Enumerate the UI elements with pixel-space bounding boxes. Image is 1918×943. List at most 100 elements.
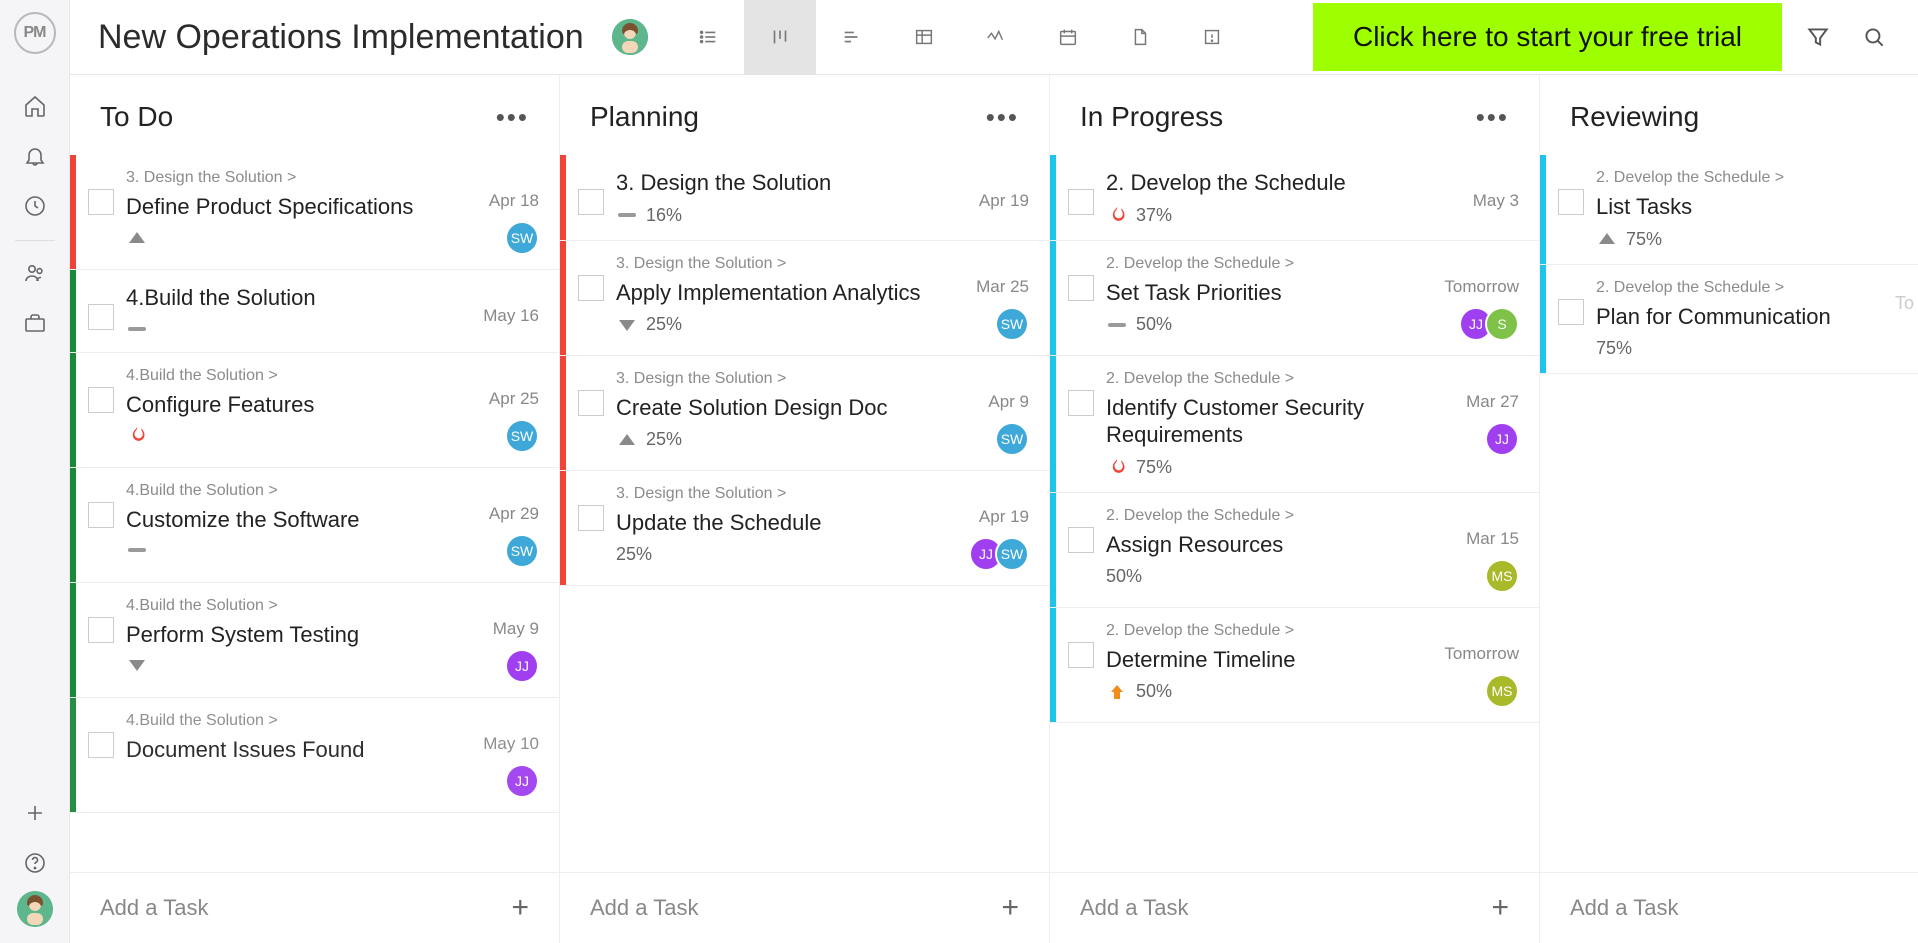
assignee-avatar[interactable]: MS xyxy=(1485,674,1519,708)
task-card[interactable]: 2. Develop the Schedule > Set Task Prior… xyxy=(1050,240,1539,356)
assignee-list: JJ xyxy=(505,764,539,798)
task-checkbox[interactable] xyxy=(1558,299,1584,325)
assignee-avatar[interactable]: SW xyxy=(505,534,539,568)
assignee-avatar[interactable]: JJ xyxy=(1485,422,1519,456)
column-menu-icon[interactable]: ••• xyxy=(986,111,1019,124)
task-checkbox[interactable] xyxy=(1068,275,1094,301)
card-stripe xyxy=(1540,265,1546,374)
task-card[interactable]: 4.Build the Solution > Configure Feature… xyxy=(70,352,559,468)
task-checkbox[interactable] xyxy=(88,387,114,413)
view-file-icon[interactable] xyxy=(1104,0,1176,75)
home-icon[interactable] xyxy=(13,84,57,128)
view-workload-icon[interactable] xyxy=(960,0,1032,75)
task-checkbox[interactable] xyxy=(578,505,604,531)
add-task-button[interactable]: Add a Task+ xyxy=(1540,872,1918,943)
user-avatar[interactable] xyxy=(17,891,53,927)
card-breadcrumb: 4.Build the Solution > xyxy=(126,597,439,615)
task-checkbox[interactable] xyxy=(578,275,604,301)
card-side: Mar 27 JJ xyxy=(1431,370,1519,456)
assignee-avatar[interactable]: SW xyxy=(505,419,539,453)
card-footer xyxy=(126,229,439,247)
assignee-avatar[interactable]: S xyxy=(1485,307,1519,341)
due-date: Apr 25 xyxy=(489,389,539,409)
help-icon[interactable] xyxy=(13,841,57,885)
add-task-label: Add a Task xyxy=(1080,895,1188,921)
assignee-avatar[interactable]: SW xyxy=(505,221,539,255)
assignee-avatar[interactable]: SW xyxy=(995,422,1029,456)
task-checkbox[interactable] xyxy=(1068,189,1094,215)
search-icon[interactable] xyxy=(1854,17,1894,57)
assignee-avatar[interactable]: JJ xyxy=(505,764,539,798)
card-stripe xyxy=(70,155,76,269)
task-card[interactable]: 4.Build the Solution > Perform System Te… xyxy=(70,582,559,698)
card-stripe xyxy=(560,356,566,470)
progress-percent: 50% xyxy=(1106,566,1142,587)
add-task-button[interactable]: Add a Task+ xyxy=(1050,872,1539,943)
view-gantt-icon[interactable] xyxy=(816,0,888,75)
view-list-icon[interactable] xyxy=(672,0,744,75)
view-calendar-icon[interactable] xyxy=(1032,0,1104,75)
column-menu-icon[interactable]: ••• xyxy=(496,111,529,124)
task-card[interactable]: 3. Design the Solution > Define Product … xyxy=(70,155,559,270)
card-side: Apr 18 SW xyxy=(451,169,539,255)
assignee-avatar[interactable]: SW xyxy=(995,307,1029,341)
trial-cta-button[interactable]: Click here to start your free trial xyxy=(1313,3,1782,71)
team-icon[interactable] xyxy=(13,251,57,295)
task-card[interactable]: 2. Develop the Schedule > Plan for Commu… xyxy=(1540,264,1918,375)
add-task-button[interactable]: Add a Task+ xyxy=(70,872,559,943)
task-card[interactable]: 2. Develop the Schedule > Assign Resourc… xyxy=(1050,492,1539,608)
task-card[interactable]: 4.Build the Solution > Document Issues F… xyxy=(70,697,559,813)
task-checkbox[interactable] xyxy=(88,189,114,215)
due-date: Tomorrow xyxy=(1444,277,1519,297)
add-task-button[interactable]: Add a Task+ xyxy=(560,872,1049,943)
add-icon[interactable] xyxy=(13,791,57,835)
card-title: Set Task Priorities xyxy=(1106,279,1419,307)
task-checkbox[interactable] xyxy=(1068,527,1094,553)
view-board-icon[interactable] xyxy=(744,0,816,75)
topbar: New Operations Implementation Click here… xyxy=(70,0,1918,75)
task-card[interactable]: 4.Build the Solution > Customize the Sof… xyxy=(70,467,559,583)
task-checkbox[interactable] xyxy=(88,732,114,758)
task-checkbox[interactable] xyxy=(88,502,114,528)
assignee-list: JJ xyxy=(505,649,539,683)
rail-divider xyxy=(15,240,55,241)
task-card[interactable]: 2. Develop the Schedule > Determine Time… xyxy=(1050,607,1539,723)
app-logo[interactable]: PM xyxy=(14,12,56,54)
task-card[interactable]: 3. Design the Solution > Update the Sche… xyxy=(560,470,1049,586)
task-card[interactable]: 3. Design the Solution 16% Apr 19 xyxy=(560,155,1049,241)
task-checkbox[interactable] xyxy=(578,189,604,215)
column-menu-icon[interactable]: ••• xyxy=(1476,111,1509,124)
due-date: May 3 xyxy=(1473,191,1519,211)
task-checkbox[interactable] xyxy=(1558,189,1584,215)
task-card[interactable]: 2. Develop the Schedule > List Tasks 75% xyxy=(1540,155,1918,265)
priority-icon xyxy=(616,316,638,334)
task-checkbox[interactable] xyxy=(1068,390,1094,416)
view-sheet-icon[interactable] xyxy=(888,0,960,75)
due-date: Mar 27 xyxy=(1466,392,1519,412)
card-body: 3. Design the Solution 16% xyxy=(616,169,929,226)
task-checkbox[interactable] xyxy=(1068,642,1094,668)
assignee-avatar[interactable]: SW xyxy=(995,537,1029,571)
task-card[interactable]: 4.Build the Solution May 16 xyxy=(70,269,559,353)
kanban-board[interactable]: To Do••• 3. Design the Solution > Define… xyxy=(70,75,1918,943)
task-checkbox[interactable] xyxy=(578,390,604,416)
notifications-icon[interactable] xyxy=(13,134,57,178)
task-checkbox[interactable] xyxy=(88,617,114,643)
card-side: Apr 29 SW xyxy=(451,482,539,568)
task-checkbox[interactable] xyxy=(88,304,114,330)
assignee-avatar[interactable]: JJ xyxy=(505,649,539,683)
card-footer: 50% xyxy=(1106,681,1419,702)
recent-icon[interactable] xyxy=(13,184,57,228)
assignee-avatar[interactable]: MS xyxy=(1485,559,1519,593)
progress-percent: 75% xyxy=(1626,229,1662,250)
task-card[interactable]: 2. Develop the Schedule > Identify Custo… xyxy=(1050,355,1539,493)
view-risk-icon[interactable] xyxy=(1176,0,1248,75)
view-switcher xyxy=(672,0,1248,75)
project-owner-avatar[interactable] xyxy=(612,19,648,55)
task-card[interactable]: 3. Design the Solution > Create Solution… xyxy=(560,355,1049,471)
portfolio-icon[interactable] xyxy=(13,301,57,345)
task-card[interactable]: 3. Design the Solution > Apply Implement… xyxy=(560,240,1049,356)
filter-icon[interactable] xyxy=(1798,17,1838,57)
card-stripe xyxy=(1050,608,1056,722)
task-card[interactable]: 2. Develop the Schedule 37% May 3 xyxy=(1050,155,1539,241)
